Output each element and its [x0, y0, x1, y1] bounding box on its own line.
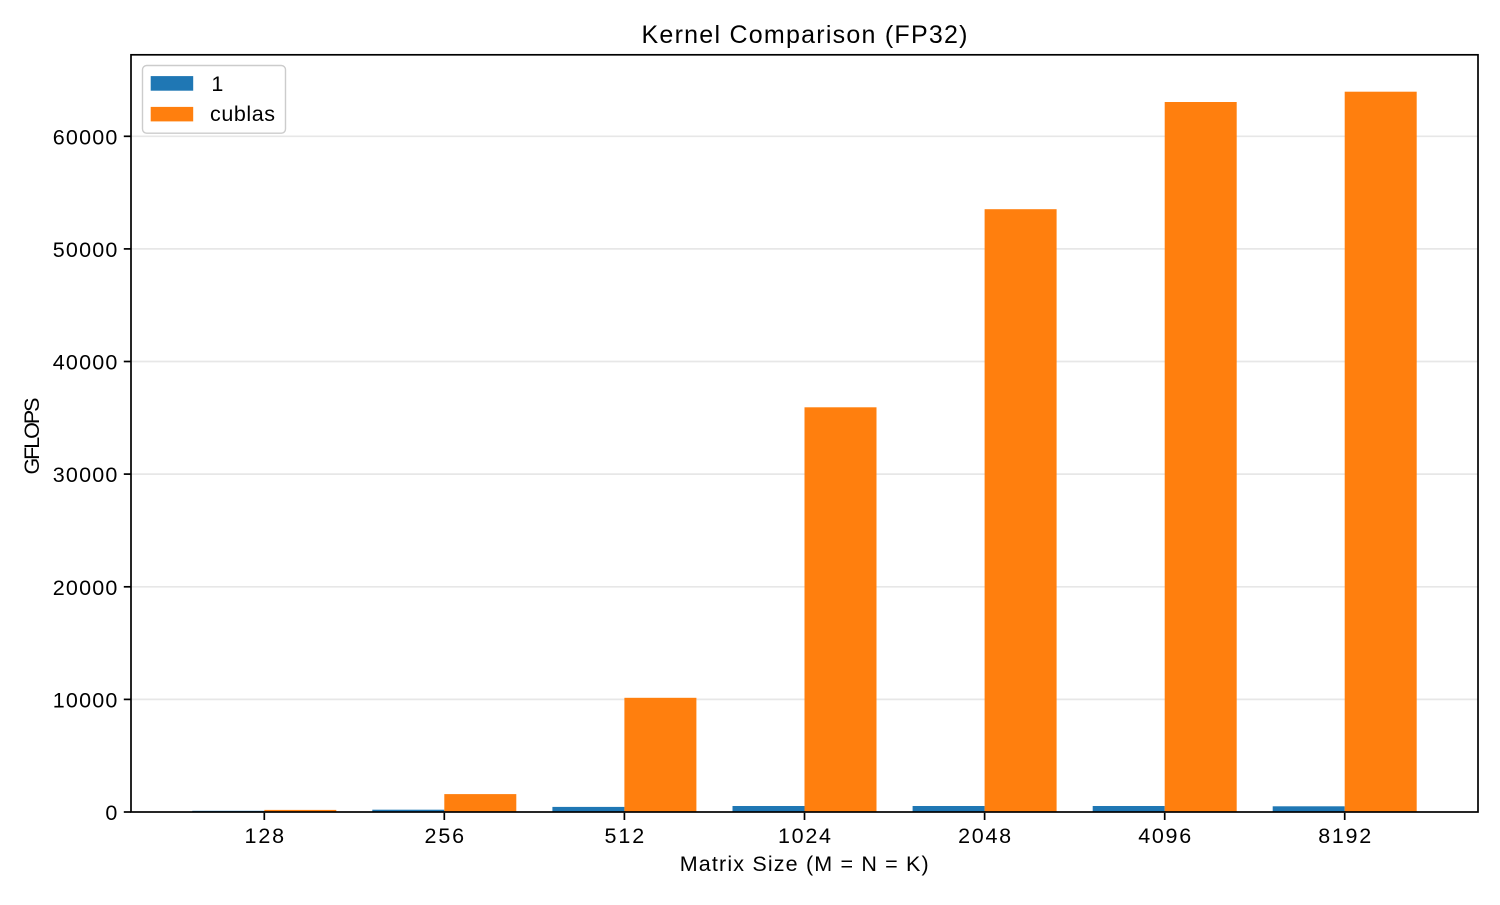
- svg-text:1024: 1024: [778, 824, 831, 848]
- svg-text:GFLOPS: GFLOPS: [20, 398, 44, 475]
- svg-text:256: 256: [424, 824, 464, 848]
- svg-text:10000: 10000: [53, 688, 118, 712]
- svg-text:40000: 40000: [53, 351, 118, 375]
- svg-text:20000: 20000: [53, 576, 118, 600]
- svg-text:30000: 30000: [53, 463, 118, 487]
- svg-text:50000: 50000: [53, 238, 118, 262]
- svg-text:cublas: cublas: [210, 102, 275, 126]
- svg-text:60000: 60000: [53, 125, 118, 149]
- svg-text:Kernel Comparison (FP32): Kernel Comparison (FP32): [642, 21, 968, 49]
- svg-text:Matrix Size (M = N = K): Matrix Size (M = N = K): [680, 852, 929, 876]
- svg-text:128: 128: [244, 824, 284, 848]
- svg-text:1: 1: [211, 72, 223, 96]
- svg-text:4096: 4096: [1138, 824, 1191, 848]
- svg-text:2048: 2048: [958, 824, 1011, 848]
- svg-text:0: 0: [105, 801, 117, 825]
- svg-text:512: 512: [605, 824, 645, 848]
- svg-text:8192: 8192: [1318, 824, 1371, 848]
